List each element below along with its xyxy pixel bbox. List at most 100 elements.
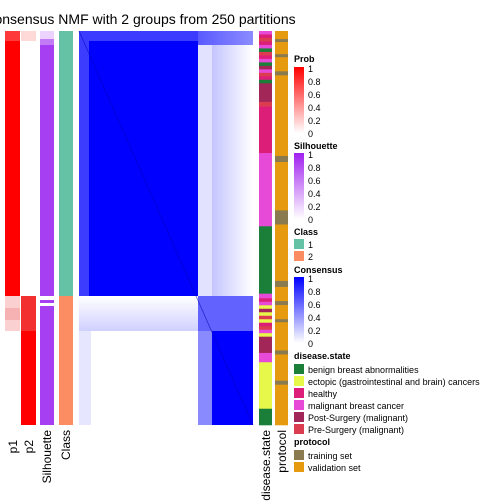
disease-state-segment <box>259 83 272 95</box>
p1-class1-block <box>5 31 20 296</box>
column-label-p2: p2 <box>22 440 36 454</box>
legend-prob-tick: 0.2 <box>308 116 321 126</box>
legend-silhouette-title: Silhouette <box>294 141 338 151</box>
disease-state-segment <box>259 312 272 317</box>
protocol-column <box>275 31 288 426</box>
p1-column <box>5 31 20 425</box>
disease-state-segment <box>259 72 272 77</box>
disease-state-segment <box>259 79 272 84</box>
disease-state-column <box>259 31 272 426</box>
disease-state-segment <box>259 34 272 39</box>
disease-state-segment <box>259 308 272 313</box>
legend-consensus-tick: 1 <box>308 274 313 284</box>
protocol-segment <box>275 31 288 40</box>
silhouette-main-block <box>40 45 54 425</box>
column-label-p1: p1 <box>6 440 20 454</box>
disease-state-segment <box>259 76 272 81</box>
disease-state-segment <box>259 65 272 70</box>
disease-state-segment <box>259 298 272 303</box>
disease-state-segment <box>259 101 272 107</box>
disease-state-segment <box>259 322 272 327</box>
silhouette-top-band <box>40 39 54 45</box>
legend-prob-tick: 0 <box>308 129 313 139</box>
disease-state-segment <box>259 362 272 403</box>
legend-class-title: Class <box>294 227 318 237</box>
legend-disease-label-benign: benign breast abnormalities <box>308 365 419 375</box>
column-label-silhouette: Silhouette <box>40 430 54 484</box>
legend-disease-label-pre-surgery: Pre-Surgery (malignant) <box>308 425 404 435</box>
disease-state-segment <box>259 48 272 53</box>
legend-prob-tick: 1 <box>308 64 313 74</box>
disease-state-segment <box>259 41 272 46</box>
consensus-diagonal <box>78 30 254 426</box>
disease-state-segment <box>259 293 272 299</box>
protocol-segment <box>275 354 288 381</box>
legend-prob-tick: 0.6 <box>308 90 321 100</box>
legend-silhouette-ticks: 1 0.8 0.6 0.4 0.2 0 <box>308 150 321 225</box>
protocol-segment <box>275 75 288 157</box>
legend-class-label-2: 2 <box>308 252 313 262</box>
disease-state-segment <box>259 326 272 330</box>
legend-silhouette-tick: 0.2 <box>308 202 321 212</box>
p2-class1-top-fade <box>21 31 36 41</box>
consensus-block-1-2-top <box>198 31 253 45</box>
consensus-block-1-1-left <box>79 31 89 296</box>
legend-prob-gradient <box>294 67 304 133</box>
disease-state-segment <box>259 319 272 324</box>
consensus-mixed-band-right <box>198 296 253 331</box>
disease-state-segment <box>259 226 272 291</box>
legend-disease-state-title: disease.state <box>294 351 351 361</box>
legend-prob-ticks: 1 0.8 0.6 0.4 0.2 0 <box>308 64 321 139</box>
disease-state-segment <box>259 329 272 334</box>
disease-state-segment <box>259 58 272 63</box>
legend-consensus-gradient <box>294 277 304 343</box>
consensus-block-1-2-strip <box>198 31 212 296</box>
disease-state-segment <box>259 408 272 426</box>
disease-state-segment <box>259 62 272 67</box>
protocol-segment <box>275 286 288 302</box>
legend-prob-tick: 0.8 <box>308 77 321 87</box>
disease-state-segment <box>259 401 272 410</box>
protocol-segment <box>275 42 288 55</box>
p2-class2-block <box>21 331 36 425</box>
legend-disease-swatch-benign <box>294 364 304 374</box>
legend-disease-swatch-healthy <box>294 388 304 398</box>
protocol-segment <box>275 319 288 323</box>
consensus-block-1-1-top <box>79 31 198 41</box>
legend-disease-label-post-surgery: Post-Surgery (malignant) <box>308 413 408 423</box>
legend-class-label-1: 1 <box>308 240 313 250</box>
protocol-segment <box>275 322 288 351</box>
p1-class1-top-fade <box>5 31 20 41</box>
silhouette-gap-1 <box>40 296 54 300</box>
p1-class2-block <box>5 331 20 425</box>
disease-state-segment <box>259 352 272 363</box>
p2-class1-block <box>21 31 36 296</box>
legend-consensus-tick: 0.2 <box>308 326 321 336</box>
column-label-class: Class <box>59 430 73 460</box>
legend-silhouette-gradient <box>294 153 304 219</box>
silhouette-gap-2 <box>40 303 54 306</box>
disease-state-segment <box>259 31 272 35</box>
consensus-mixed-band-left <box>79 296 198 331</box>
legend-silhouette-tick: 0.8 <box>308 163 321 173</box>
disease-state-segment <box>259 333 272 337</box>
legend-panel: Prob 1 0.8 0.6 0.4 0.2 0 Silhouette 1 0.… <box>294 54 480 473</box>
protocol-segment <box>275 384 288 426</box>
disease-state-segment <box>259 37 272 42</box>
column-label-disease-state: disease.state <box>259 430 273 501</box>
protocol-segment <box>275 305 288 320</box>
legend-consensus-tick: 0.6 <box>308 300 321 310</box>
disease-state-segment <box>259 305 272 310</box>
legend-consensus-tick: 0.4 <box>308 313 321 323</box>
p2-column <box>21 31 36 425</box>
legend-disease-label-ectopic: ectopic (gastrointestinal and brain) can… <box>308 377 480 387</box>
disease-state-segment <box>259 315 272 320</box>
legend-consensus-tick: 0 <box>308 339 313 349</box>
legend-disease-swatch-malignant <box>294 400 304 410</box>
consensus-block-2-2-left <box>198 331 212 425</box>
disease-state-segment <box>259 51 272 56</box>
consensus-block-2-1 <box>79 331 198 425</box>
p2-mixed-block <box>21 296 36 331</box>
disease-state-segment <box>259 153 272 227</box>
